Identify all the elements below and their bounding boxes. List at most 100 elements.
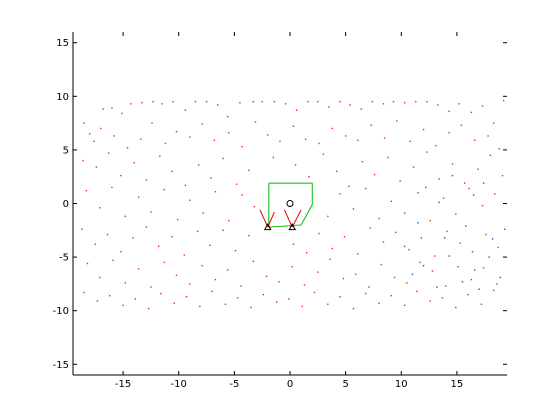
scatter-point xyxy=(295,109,298,111)
y-tick-label: -10 xyxy=(53,306,69,317)
scatter-point xyxy=(460,124,463,126)
x-tick-label: 10 xyxy=(395,379,408,390)
scatter-point xyxy=(499,276,502,279)
scatter-point xyxy=(147,307,150,310)
scatter-point xyxy=(501,174,504,177)
scatter-point xyxy=(121,112,123,115)
x-tick-label: 15 xyxy=(451,379,464,390)
scatter-point xyxy=(429,300,431,302)
scatter-point xyxy=(426,151,428,153)
scatter-point xyxy=(489,154,492,156)
scatter-point xyxy=(474,269,476,271)
scatter-point xyxy=(145,226,148,228)
scatter-point xyxy=(106,233,109,236)
scatter-point xyxy=(339,100,341,103)
scatter-point xyxy=(313,291,316,294)
scatter-point xyxy=(99,207,101,209)
scatter-point xyxy=(331,127,333,130)
scatter-point xyxy=(224,303,227,305)
scatter-point xyxy=(130,103,132,105)
scatter-point xyxy=(459,242,461,244)
scatter-point xyxy=(150,286,152,288)
scatter-point xyxy=(399,180,401,182)
scatter-point xyxy=(235,183,238,185)
scatter-point xyxy=(213,139,216,141)
scatter-point xyxy=(248,169,250,171)
scatter-point xyxy=(201,264,203,267)
scatter-point xyxy=(446,230,448,233)
scatter-point xyxy=(267,134,269,136)
scatter-point xyxy=(348,185,350,188)
y-tick-label: 10 xyxy=(56,92,69,103)
scatter-point xyxy=(189,136,191,138)
scatter-point xyxy=(124,282,127,284)
sensor-triangle xyxy=(288,223,297,231)
scatter-point xyxy=(451,163,454,165)
scatter-point xyxy=(261,100,263,103)
scatter-point xyxy=(120,174,122,177)
scatter-point xyxy=(336,170,338,173)
scatter-point xyxy=(504,228,506,230)
axis-ticks: -15 -10 -5 0 5 10 15 -15 -10 -5 0 5 10 15 xyxy=(53,32,507,390)
x-tick-label: -15 xyxy=(115,379,131,390)
plot-background xyxy=(73,32,507,375)
x-tick-label: 5 xyxy=(342,379,348,390)
scatter-point xyxy=(185,296,188,298)
scatter-point xyxy=(109,294,111,297)
scatter-point xyxy=(393,276,396,279)
scatter-point xyxy=(318,232,320,235)
scatter-point xyxy=(202,212,204,214)
sensor-ray xyxy=(291,209,302,228)
scatter-point xyxy=(327,303,329,305)
scatter-point xyxy=(322,153,325,155)
scatter-point xyxy=(292,125,295,128)
scatter-point xyxy=(403,245,406,248)
scatter-point xyxy=(403,212,406,214)
scatter-point xyxy=(93,140,95,143)
scatter-point xyxy=(380,263,382,266)
scatter-point xyxy=(438,201,440,204)
scatter-point xyxy=(252,100,254,103)
scatter-point xyxy=(171,236,173,238)
scatter-point xyxy=(465,225,467,227)
scatter-point xyxy=(422,264,425,267)
scatter-point xyxy=(408,248,410,251)
y-tick-label: 0 xyxy=(63,199,69,210)
scatter-point xyxy=(163,261,165,264)
scatter-point xyxy=(198,164,200,166)
scatter-point xyxy=(442,197,445,199)
scatter-point xyxy=(303,284,306,286)
scatter-point xyxy=(175,130,178,133)
scatter-point xyxy=(137,268,140,270)
scatter-point xyxy=(496,283,498,285)
scatter-point xyxy=(498,148,500,150)
scatter-point xyxy=(126,147,129,149)
scatter-point xyxy=(492,122,495,124)
robot-overlay xyxy=(259,182,313,231)
scatter-point xyxy=(292,243,295,245)
scatter-point xyxy=(304,138,307,140)
scatter-point xyxy=(214,191,217,193)
scatter-point xyxy=(137,196,140,198)
scatter-point xyxy=(241,194,243,196)
scatter-point xyxy=(120,251,122,253)
scatter-point xyxy=(171,170,173,173)
scatter-point xyxy=(189,283,191,285)
scatter-point xyxy=(265,275,268,278)
scatter-point xyxy=(222,229,224,231)
scatter-point xyxy=(448,255,450,257)
scatter-point xyxy=(294,164,297,166)
scatter-point xyxy=(390,200,392,203)
scatter-point xyxy=(342,277,345,280)
scatter-point xyxy=(100,127,102,130)
scatter-point xyxy=(420,237,423,239)
scatter-point xyxy=(411,273,414,275)
scatter-point xyxy=(445,285,447,287)
scatter-point xyxy=(176,218,179,221)
scatter-point xyxy=(211,290,213,293)
scatter-point xyxy=(291,266,293,268)
scatter-point xyxy=(201,123,203,125)
scatter-point xyxy=(189,199,191,201)
scatter-point xyxy=(226,115,229,118)
